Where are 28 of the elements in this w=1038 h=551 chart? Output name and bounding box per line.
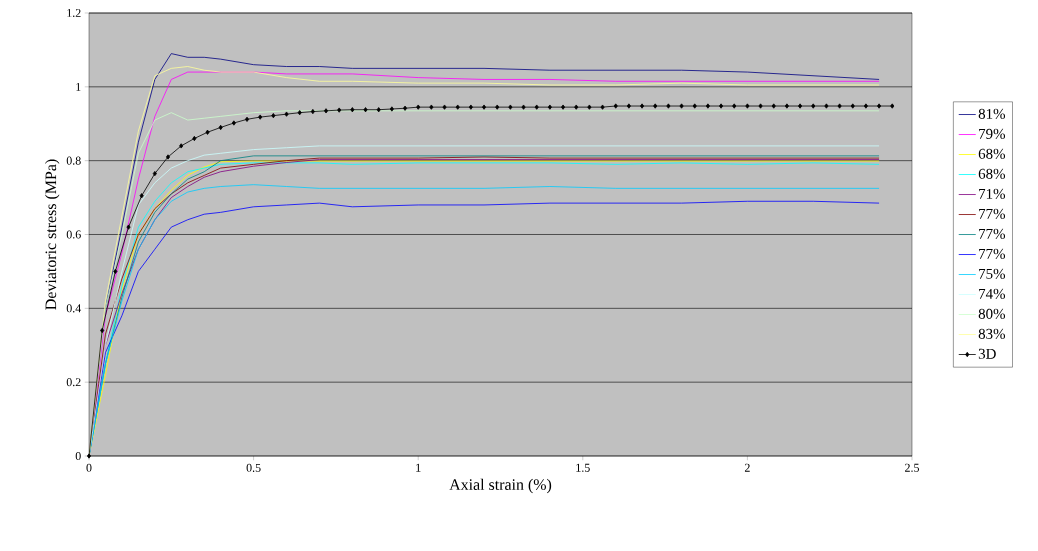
y-tick-label: 1.2 — [67, 8, 81, 18]
x-axis-title: Axial strain (%) — [449, 478, 552, 494]
legend-label: 77% — [979, 248, 1006, 259]
legend-label: 71% — [979, 188, 1006, 199]
x-tick-label: 2.5 — [905, 463, 920, 472]
y-tick-label: 0.8 — [66, 156, 81, 165]
legend-label: 83% — [978, 328, 1006, 339]
y-tick-label: 0.2 — [66, 378, 81, 387]
y-tick-label: 0 — [75, 451, 81, 461]
legend-label: 77% — [979, 228, 1006, 239]
legend-label: 80% — [978, 308, 1006, 319]
legend-label: 77% — [979, 208, 1006, 219]
legend-label: 68% — [978, 168, 1006, 179]
y-tick-label: 0.4 — [66, 304, 82, 313]
x-tick-label: 0 — [86, 463, 92, 472]
legend-label: 3D — [978, 348, 996, 359]
legend-label: 79% — [979, 128, 1006, 139]
legend-label: 74% — [979, 288, 1006, 299]
y-tick-label: 0.6 — [66, 230, 81, 239]
y-tick-label: 1 — [76, 82, 81, 91]
y-axis-title: Deviatoric stress (MPa) — [44, 159, 60, 310]
legend-label: 68% — [978, 148, 1006, 159]
legend-label: 81% — [978, 108, 1006, 119]
legend-label: 75% — [979, 268, 1006, 279]
x-tick-label: 1.5 — [576, 463, 590, 472]
x-tick-label: 2 — [744, 463, 750, 472]
x-tick-label: 1 — [416, 463, 421, 472]
x-tick-label: 0.5 — [246, 463, 261, 472]
